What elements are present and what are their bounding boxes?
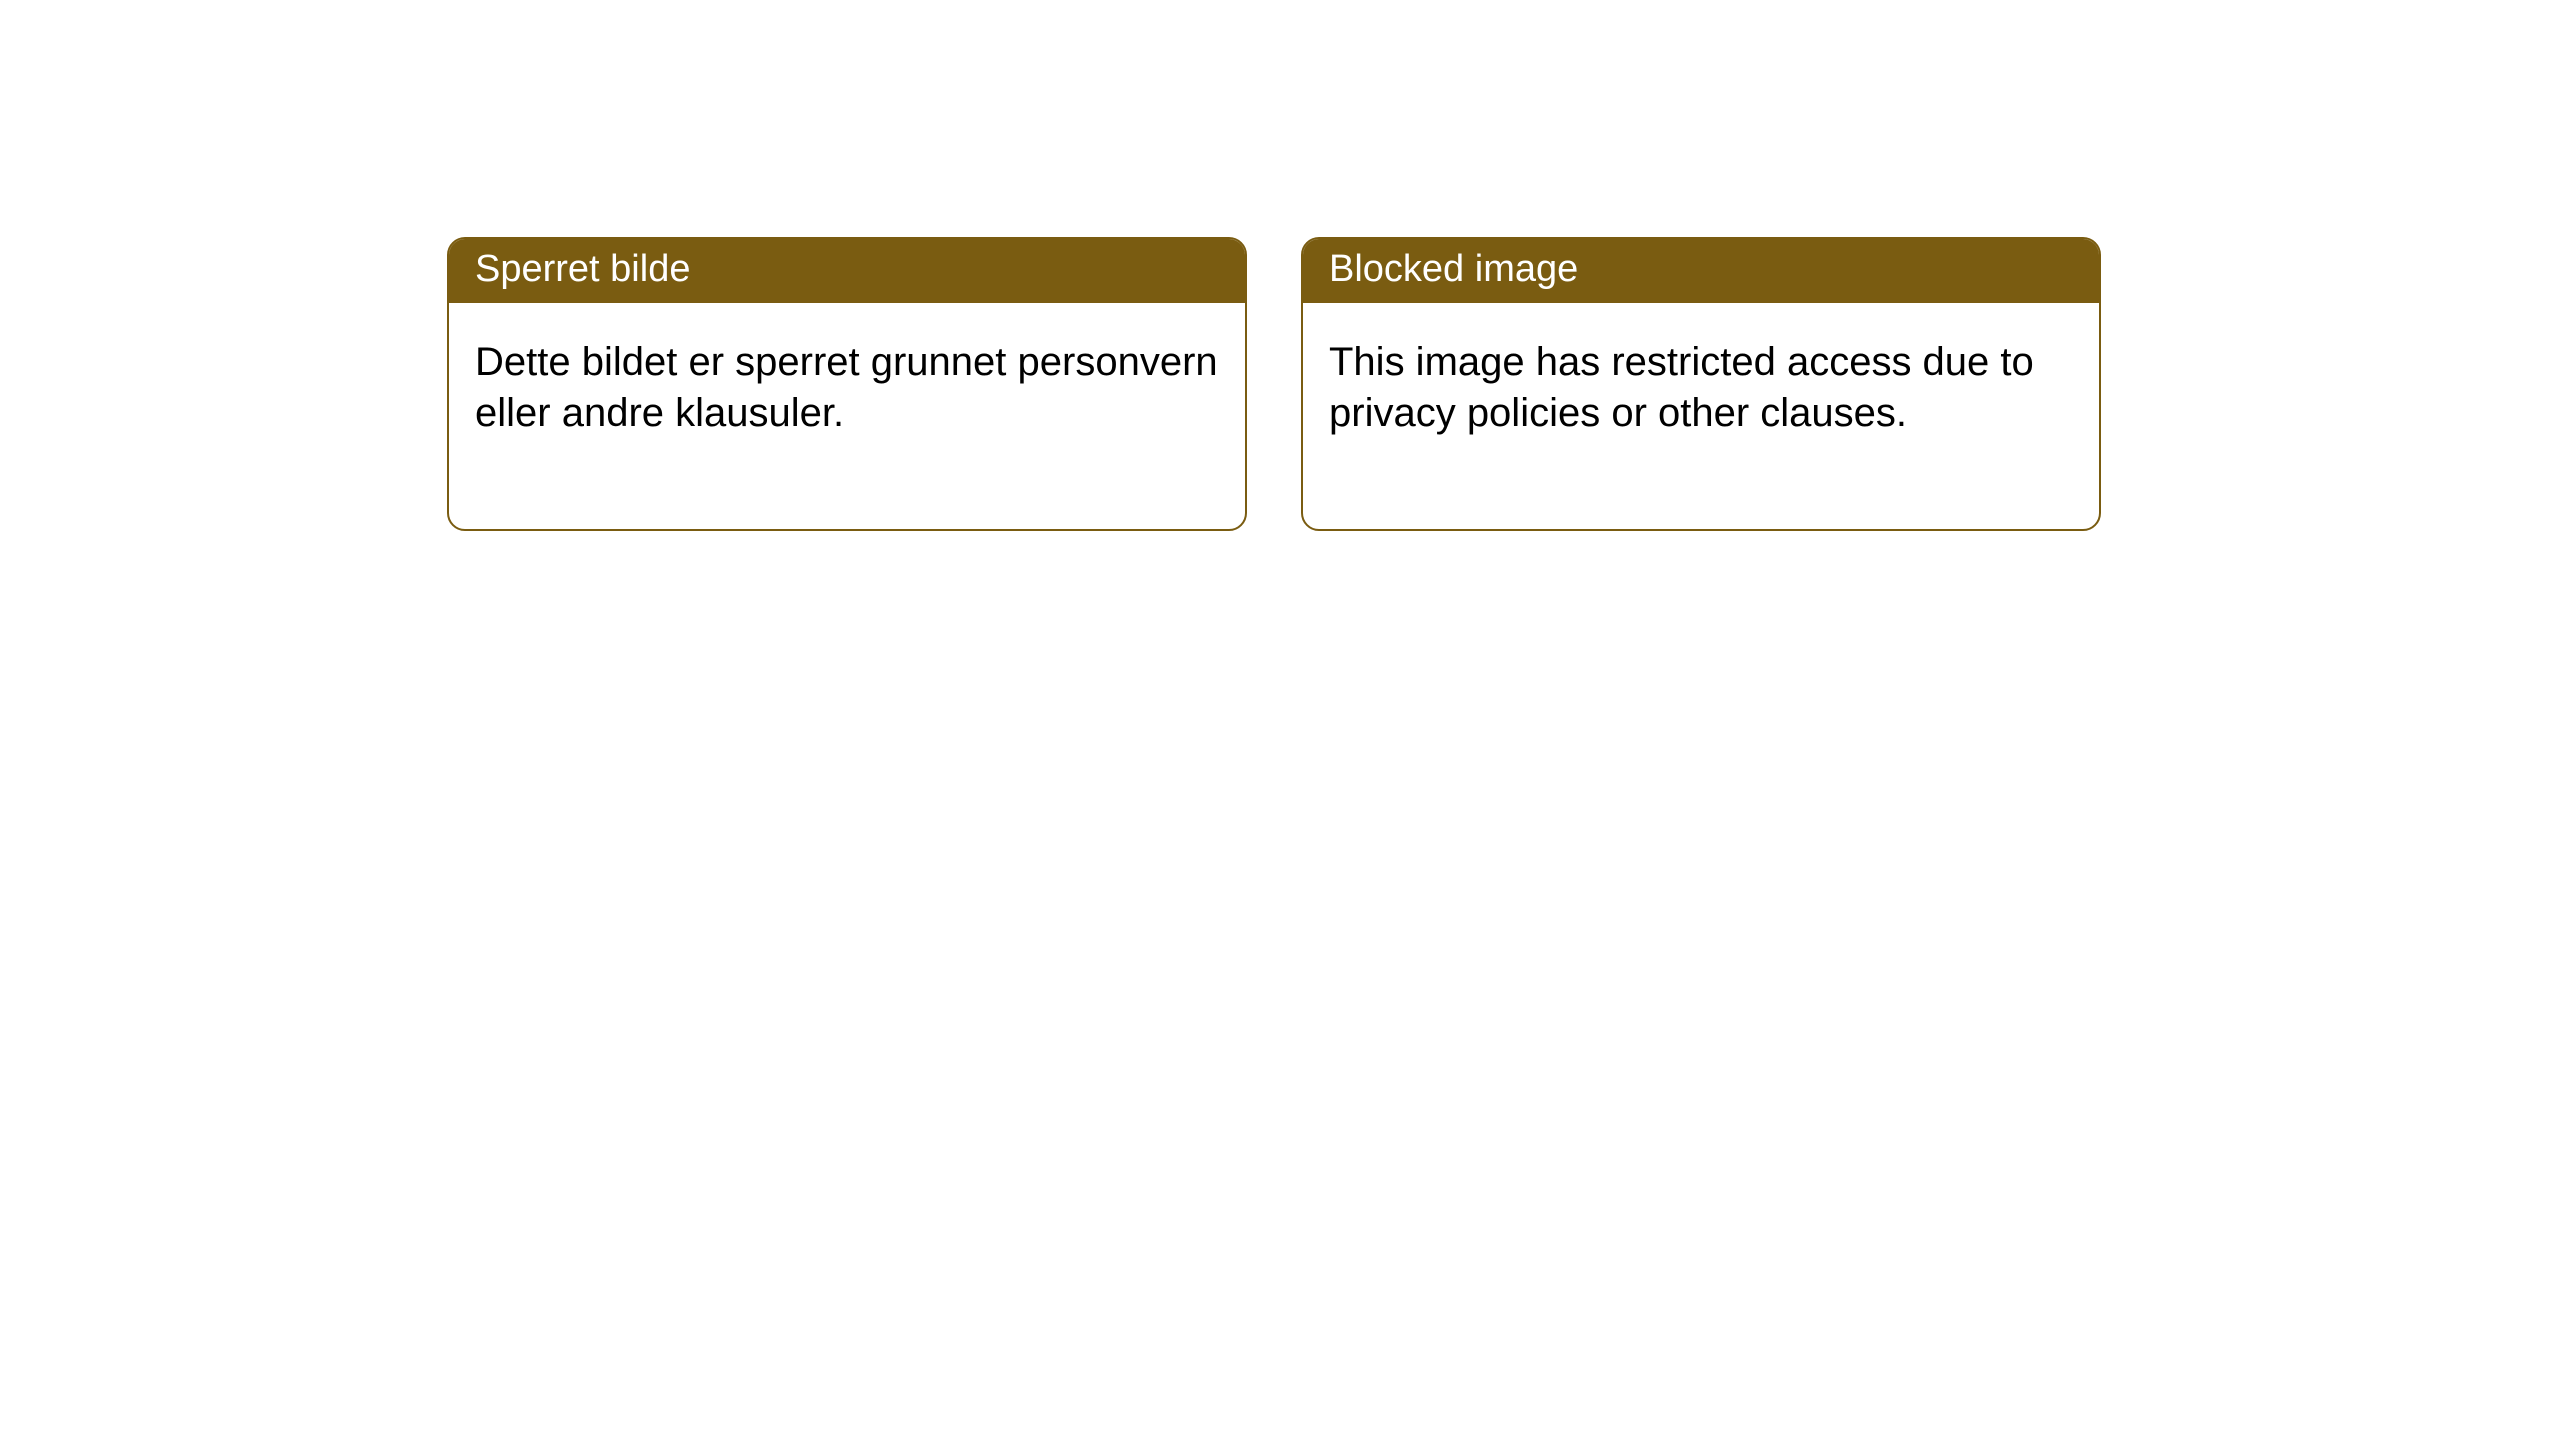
notice-title-english: Blocked image: [1303, 239, 2099, 303]
notice-message-norwegian: Dette bildet er sperret grunnet personve…: [449, 303, 1245, 529]
notice-card-norwegian: Sperret bilde Dette bildet er sperret gr…: [447, 237, 1247, 531]
notice-title-norwegian: Sperret bilde: [449, 239, 1245, 303]
notice-card-english: Blocked image This image has restricted …: [1301, 237, 2101, 531]
notice-container: Sperret bilde Dette bildet er sperret gr…: [0, 0, 2560, 531]
notice-message-english: This image has restricted access due to …: [1303, 303, 2099, 529]
